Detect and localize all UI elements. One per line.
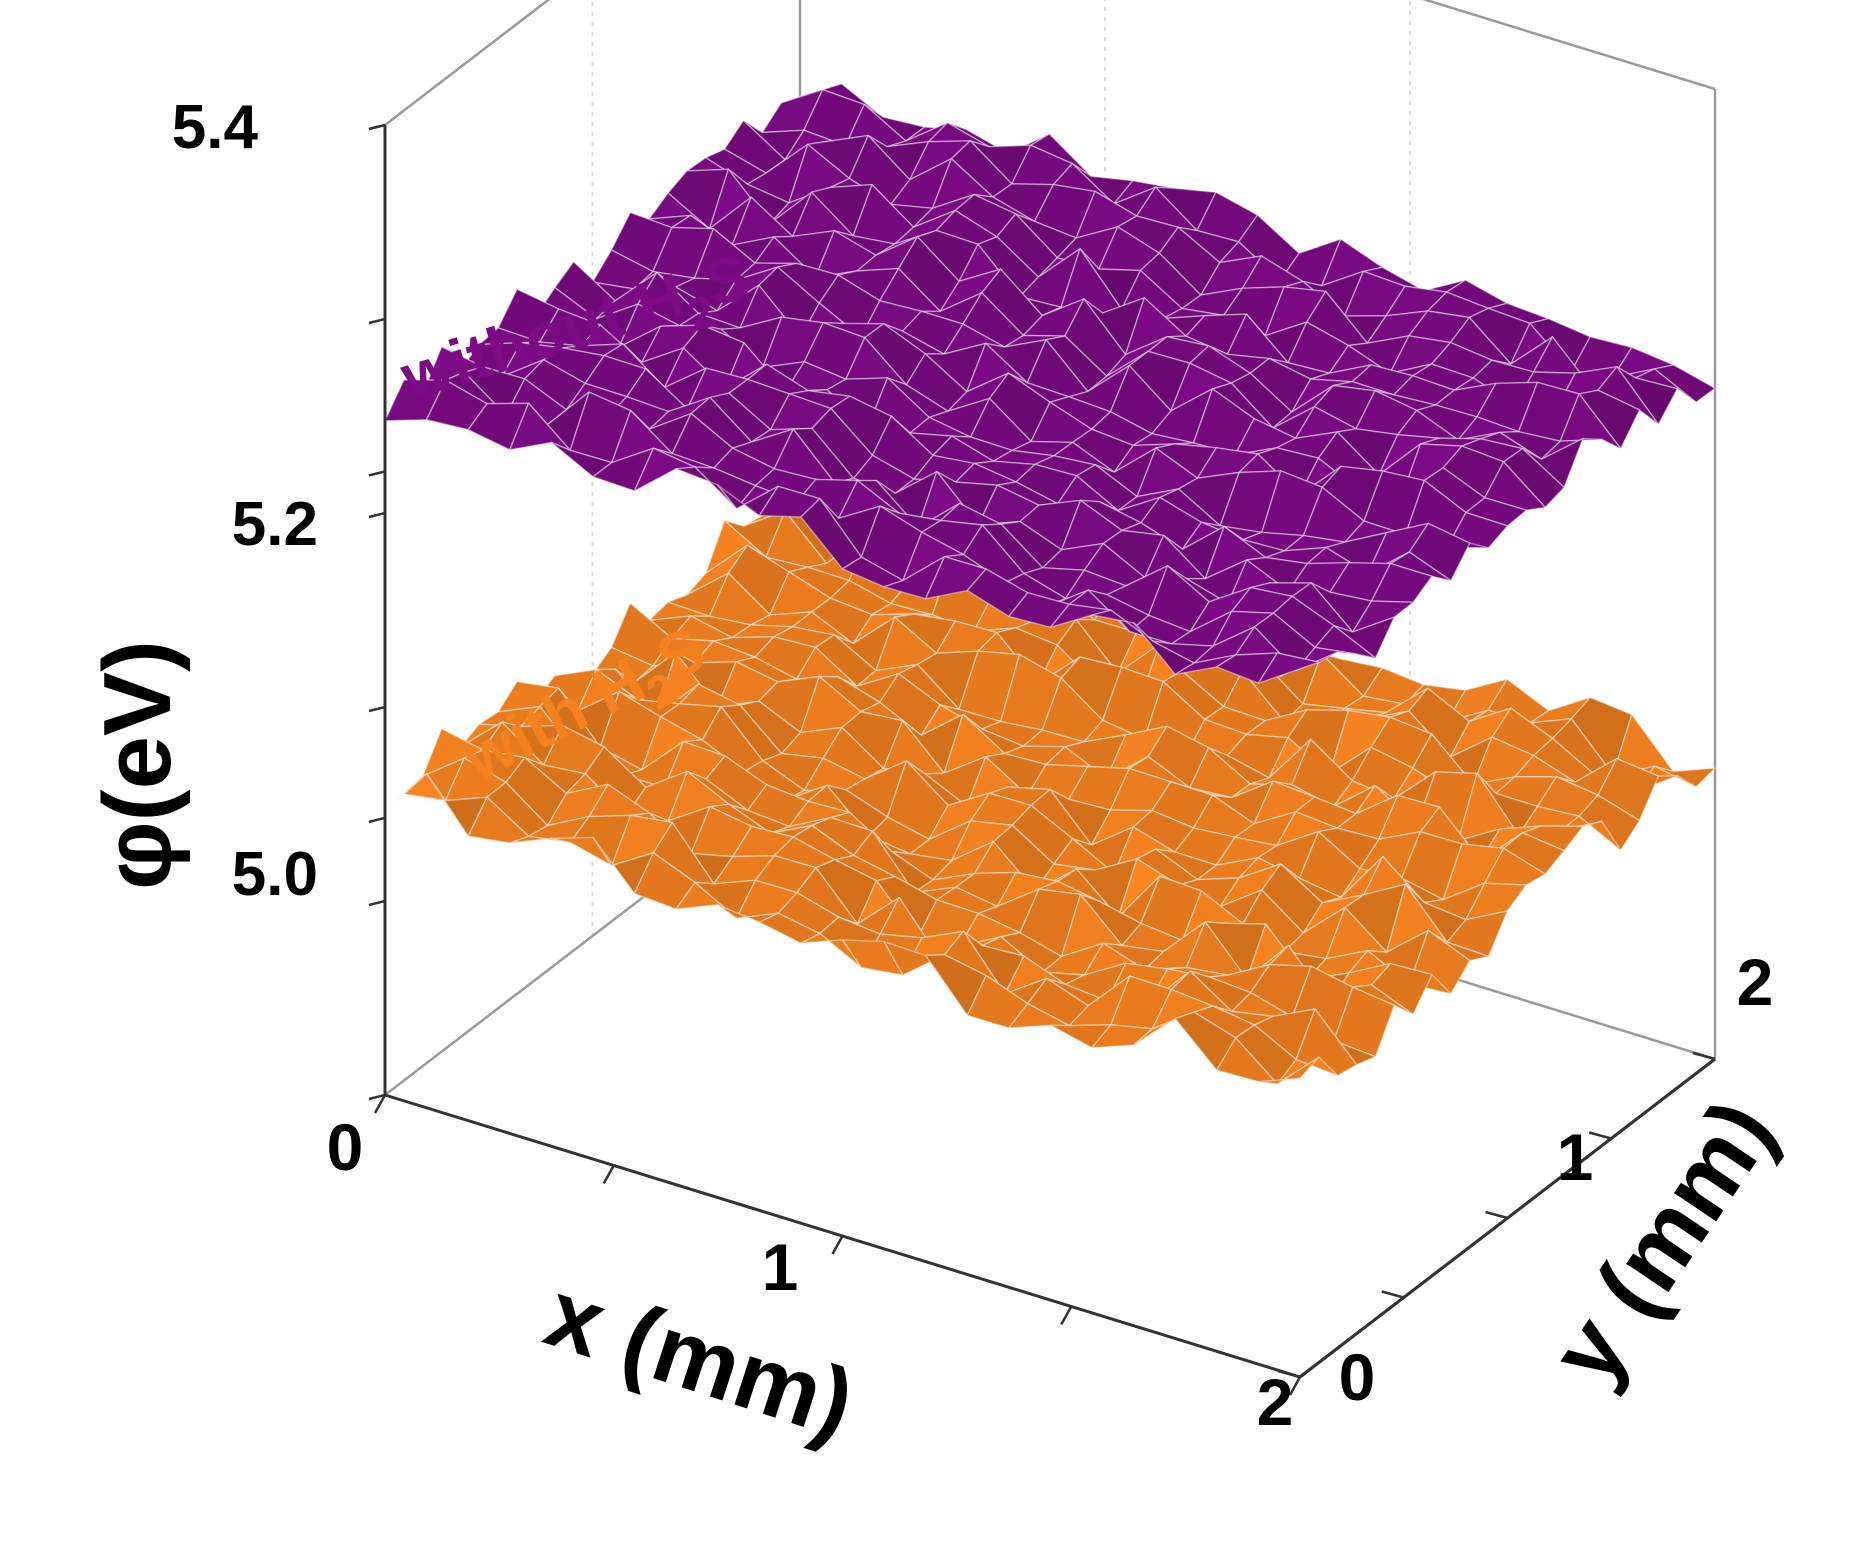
z-tick-mark xyxy=(368,705,386,713)
x-tick-mark xyxy=(373,1094,387,1114)
y-tick-mark xyxy=(1277,1369,1301,1379)
y-tick-label-1: 1 xyxy=(1557,1120,1594,1194)
x-tick-mark xyxy=(1288,1376,1302,1396)
surface-cell xyxy=(1540,437,1603,460)
top-back-edge xyxy=(1421,0,1716,91)
surface-with-h2s xyxy=(384,468,1716,1085)
y-tick-mark xyxy=(1381,1290,1405,1299)
surface-cell xyxy=(1578,794,1641,851)
z-tick-label-5.4: 5.4 xyxy=(172,93,259,162)
top-left-edge xyxy=(384,0,551,126)
z-tick-mark xyxy=(368,123,386,131)
z-tick-mark xyxy=(368,899,386,907)
y-tick-mark xyxy=(1588,1131,1612,1140)
z-tick-label-5.0: 5.0 xyxy=(232,840,318,909)
x-tick-mark xyxy=(831,1235,844,1255)
y-tick-mark xyxy=(1692,1051,1716,1061)
x-tick-mark xyxy=(602,1164,615,1185)
surface-cell xyxy=(1276,1056,1339,1085)
x-tick-mark xyxy=(1060,1305,1073,1326)
surfaces xyxy=(384,83,1716,1085)
x-tick-label-1: 1 xyxy=(762,1230,799,1304)
surface-cell xyxy=(1370,562,1433,603)
y-tick-label-2: 2 xyxy=(1737,945,1774,1019)
z-tick-mark xyxy=(368,317,386,325)
surface-cell xyxy=(1314,625,1377,659)
axis-ticks xyxy=(368,123,1716,1396)
z-tick-mark xyxy=(368,1093,386,1101)
y-tick-label-0: 0 xyxy=(1339,1340,1376,1414)
z-tick-mark xyxy=(368,470,386,477)
surface-without-h2s xyxy=(384,83,1716,684)
surface-cell xyxy=(1351,984,1414,1016)
z-tick-mark xyxy=(368,816,386,824)
surface-cell xyxy=(1257,652,1320,684)
surface-cell xyxy=(1257,1056,1320,1085)
surface-cell xyxy=(1446,511,1509,549)
x-tick-label-2: 2 xyxy=(1257,1365,1294,1439)
z-tick-label-5.2: 5.2 xyxy=(232,490,318,559)
x-axis-title: x (mm) xyxy=(534,1260,866,1459)
surface-cell xyxy=(1521,825,1584,852)
z-axis-title: φ(eV) xyxy=(84,640,191,890)
x-tick-label-0: 0 xyxy=(327,1110,364,1184)
y-tick-mark xyxy=(1485,1210,1508,1220)
z-tick-mark xyxy=(368,511,386,519)
